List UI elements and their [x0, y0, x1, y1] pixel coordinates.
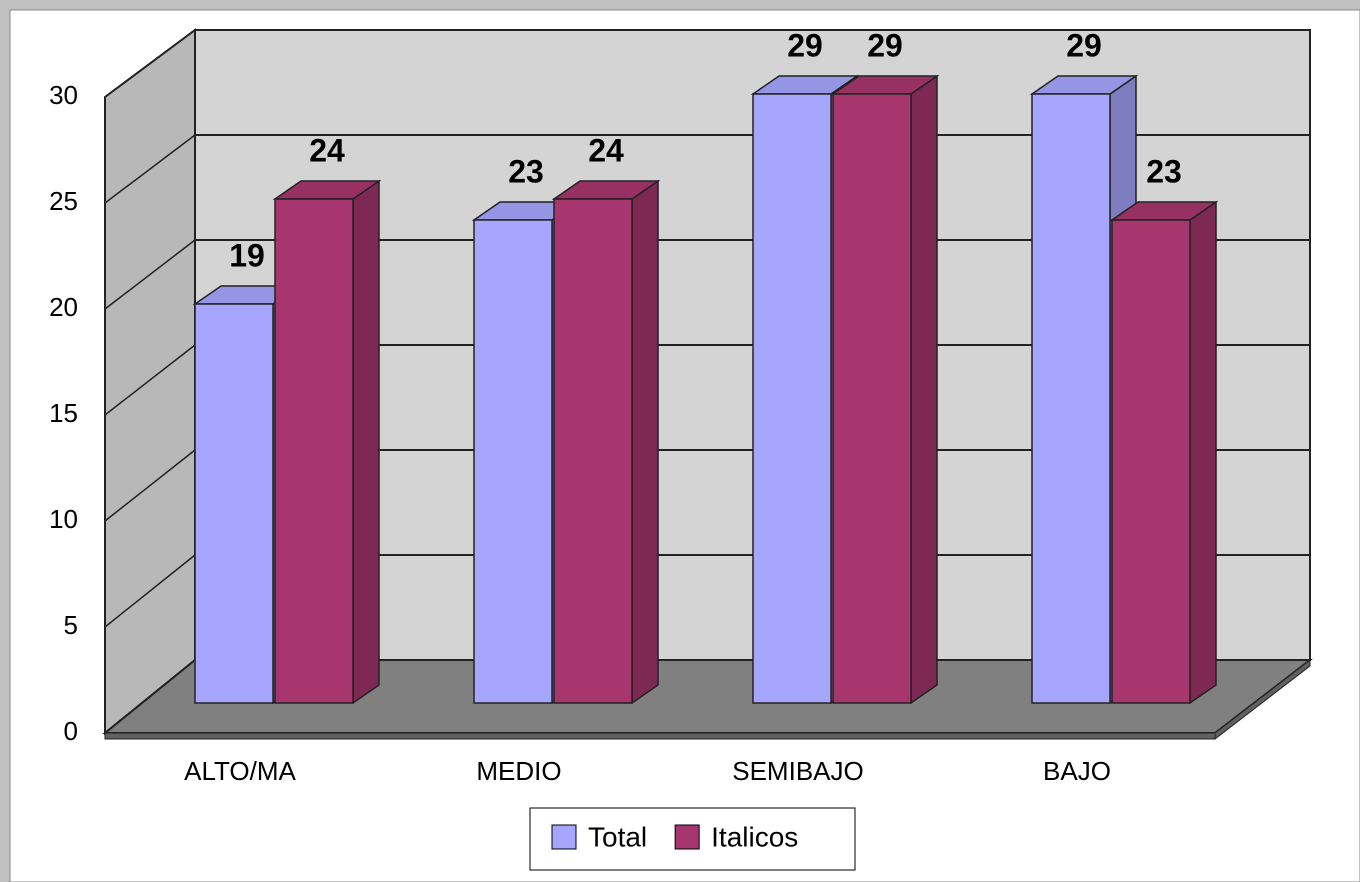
bar-front	[553, 198, 633, 704]
side-wall	[104, 28, 196, 736]
bar-side	[910, 74, 938, 705]
y-tick-label: 5	[64, 610, 78, 640]
bar-side	[1189, 200, 1217, 705]
bar-front	[473, 219, 553, 704]
legend-swatch	[551, 824, 577, 850]
bar-front	[274, 198, 354, 704]
y-tick-label: 15	[49, 398, 78, 428]
x-tick-label: MEDIO	[476, 756, 561, 786]
legend-swatch	[674, 824, 700, 850]
grid-line	[104, 554, 196, 628]
y-tick-label: 30	[49, 80, 78, 110]
legend-label: Total	[588, 821, 647, 852]
x-tick-label: ALTO/MA	[184, 756, 296, 786]
bar-front	[832, 93, 912, 704]
data-label: 19	[229, 237, 265, 273]
y-tick-label: 20	[49, 292, 78, 322]
grid-line	[104, 344, 196, 416]
legend-label: Italicos	[711, 821, 798, 852]
grid-line	[104, 239, 196, 310]
y-tick-label: 25	[49, 186, 78, 216]
bar	[551, 179, 661, 705]
data-label: 23	[508, 153, 544, 189]
data-label: 24	[309, 132, 345, 168]
bar-side	[352, 179, 380, 705]
floor-edge	[104, 732, 1216, 740]
y-tick-label: 10	[49, 504, 78, 534]
data-label: 23	[1146, 153, 1182, 189]
bar	[1109, 200, 1219, 705]
grid-line	[104, 449, 196, 522]
x-tick-label: SEMIBAJO	[732, 756, 863, 786]
data-label: 29	[787, 27, 823, 63]
grid-line	[104, 134, 196, 204]
bar	[272, 179, 382, 705]
bar-front	[752, 93, 832, 704]
floor-edge	[1214, 658, 1311, 741]
data-label: 29	[867, 27, 903, 63]
y-tick-label: 0	[64, 716, 78, 746]
bar-front	[1031, 93, 1111, 704]
data-label: 29	[1066, 27, 1102, 63]
data-label: 24	[588, 132, 624, 168]
bar	[830, 74, 940, 705]
x-tick-label: BAJO	[1043, 756, 1111, 786]
bar-front	[194, 303, 274, 704]
grid-line	[104, 29, 196, 98]
bar-front	[1111, 219, 1191, 704]
bar-side	[631, 179, 659, 705]
